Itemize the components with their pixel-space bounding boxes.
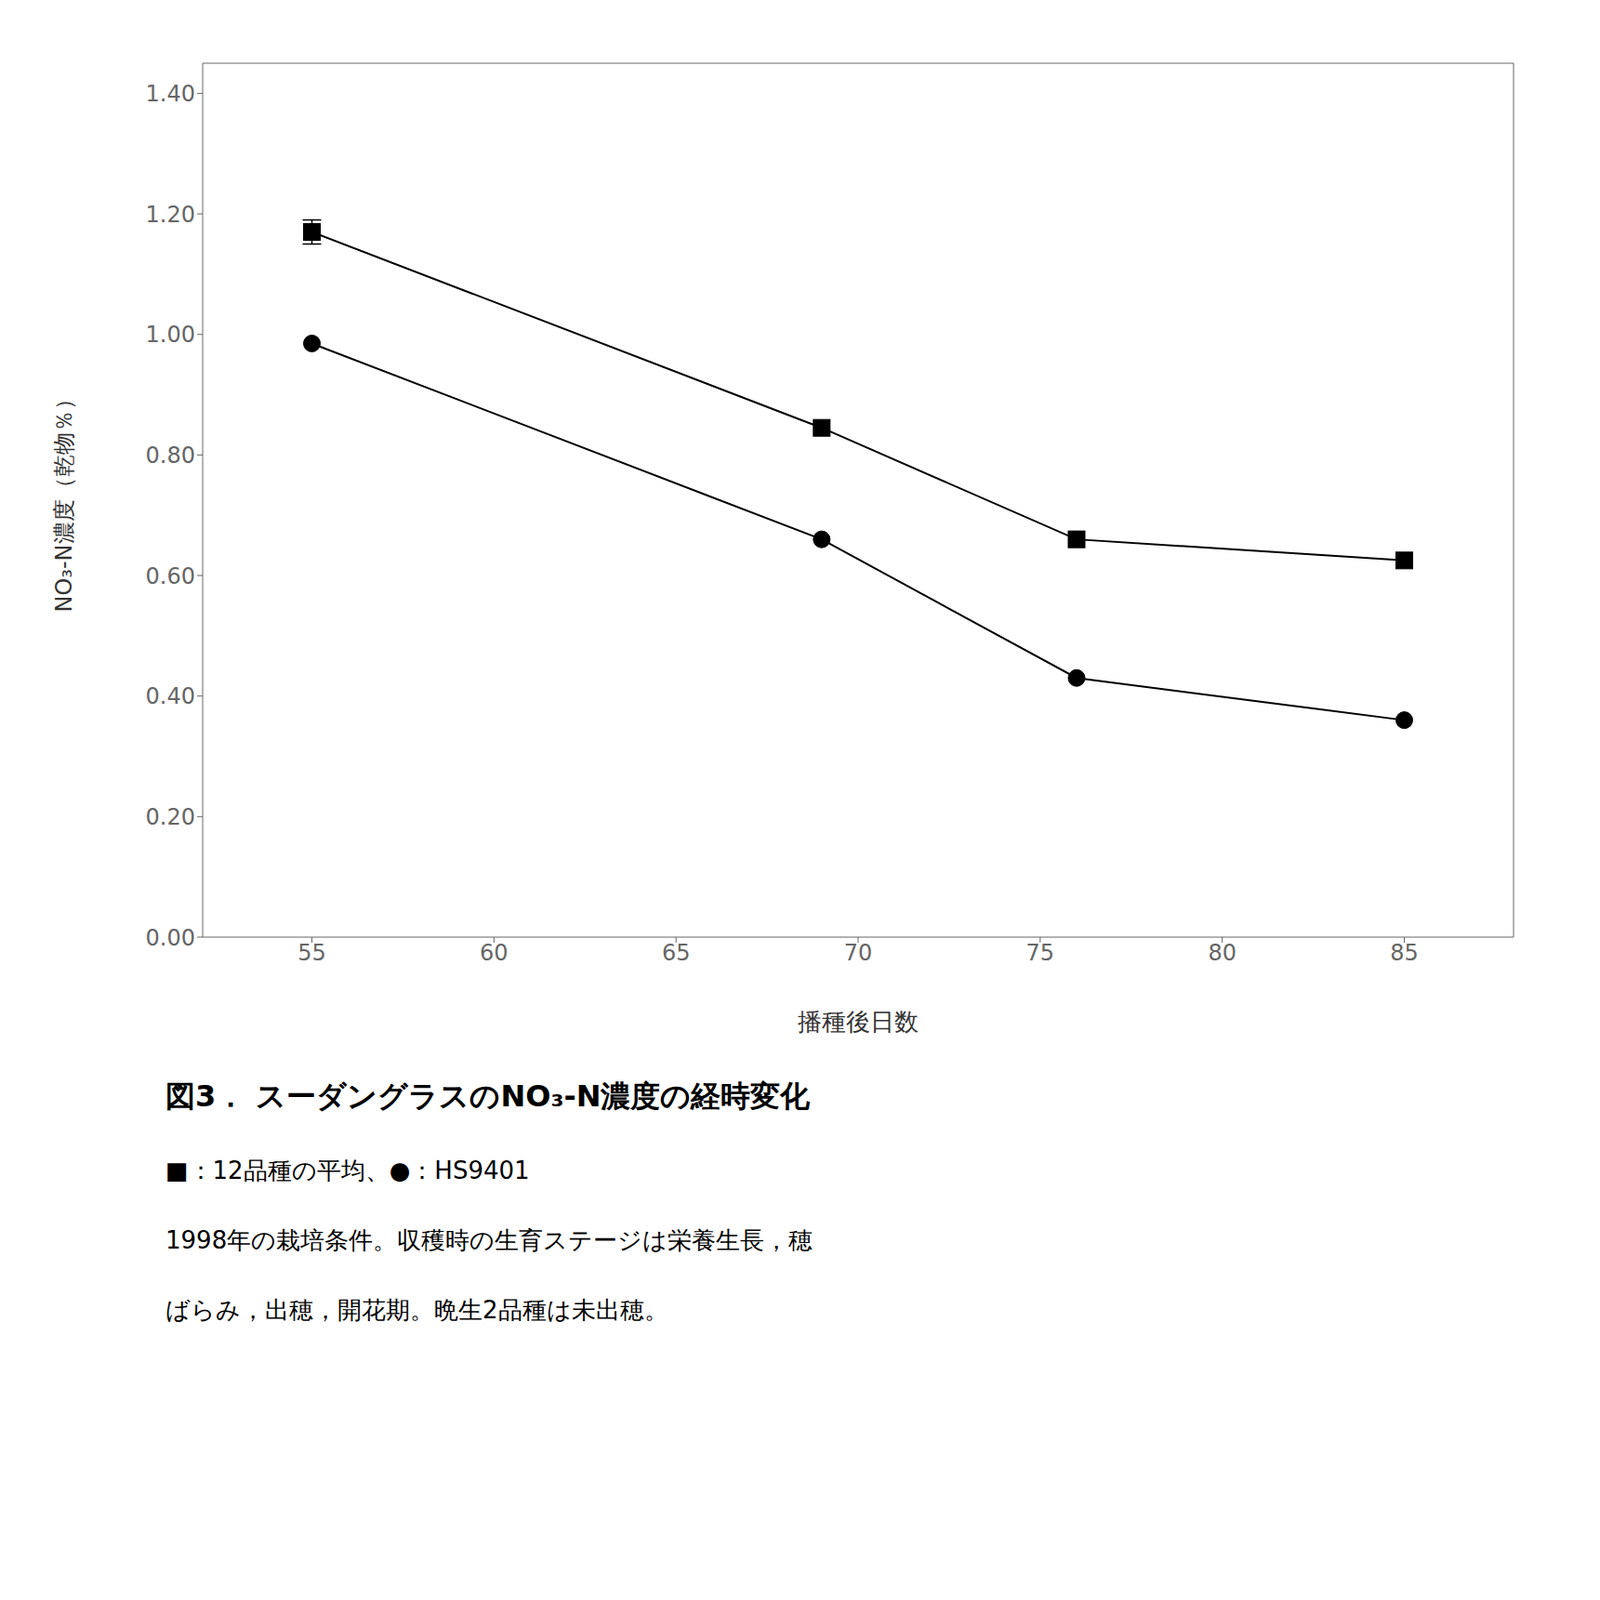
svg-text:0.80: 0.80 [145,442,196,469]
svg-text:0.60: 0.60 [145,563,196,590]
svg-text:播種後日数: 播種後日数 [797,1007,919,1036]
svg-text:0.00: 0.00 [145,925,196,952]
svg-text:55: 55 [297,939,327,966]
svg-text:65: 65 [661,939,691,966]
svg-text:0.40: 0.40 [145,683,196,710]
svg-text:60: 60 [479,939,509,966]
svg-text:NO₃-N濃度（乾物％）: NO₃-N濃度（乾物％） [51,387,78,612]
svg-text:75: 75 [1026,939,1056,966]
svg-text:1.40: 1.40 [145,80,196,107]
svg-text:1.20: 1.20 [145,201,196,228]
html-text:ばらみ，出穂，開花期。晩生2品種は未出穂。: ばらみ，出穂，開花期。晩生2品種は未出穂。 [165,1295,668,1324]
svg-text:70: 70 [844,939,873,966]
svg-text:0.20: 0.20 [145,804,196,831]
html-text:■：12品種の平均、●：HS9401: ■：12品種の平均、●：HS9401 [165,1156,530,1185]
html-text:図3． スーダングラスのNO₃-N濃度の経時変化: 図3． スーダングラスのNO₃-N濃度の経時変化 [165,1078,811,1114]
svg-text:80: 80 [1207,939,1237,966]
svg-text:85: 85 [1389,939,1419,966]
svg-text:1.00: 1.00 [145,321,196,348]
html-text:1998年の栽培条件。収穫時の生育ステージは栄養生長，穂: 1998年の栽培条件。収穫時の生育ステージは栄養生長，穂 [165,1226,813,1255]
